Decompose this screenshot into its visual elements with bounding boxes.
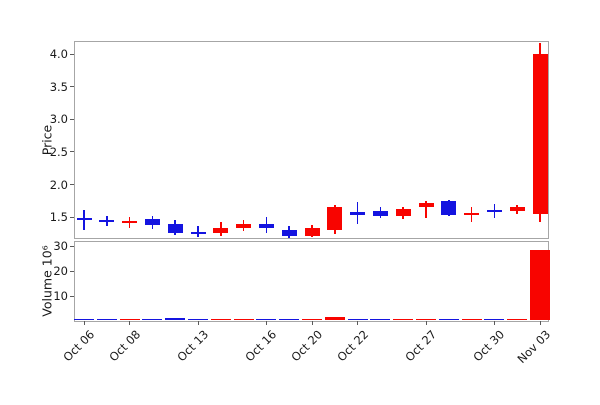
x-tick-label: Oct 16 xyxy=(242,327,280,365)
volume-bar xyxy=(119,319,140,320)
candle-wick xyxy=(425,201,427,219)
candle-body xyxy=(532,54,548,214)
candle-body xyxy=(304,227,320,237)
x-tick-mark xyxy=(83,321,85,325)
x-tick-mark xyxy=(357,321,359,325)
volume-bar xyxy=(256,319,277,320)
candle-body xyxy=(258,223,274,229)
x-tick-label: Oct 13 xyxy=(174,327,212,365)
candle-wick xyxy=(197,226,199,238)
candle-body xyxy=(418,203,434,207)
volume-bar xyxy=(279,319,300,320)
candle-body xyxy=(441,201,457,215)
volume-bar xyxy=(393,319,414,320)
candle-body xyxy=(76,217,92,221)
x-tick-mark xyxy=(129,321,131,325)
volume-tick-label: 20 xyxy=(53,264,68,278)
price-tick-mark xyxy=(70,86,74,88)
volume-bar xyxy=(96,319,117,320)
volume-bar xyxy=(484,319,505,320)
volume-tick-mark xyxy=(70,270,74,272)
price-tick-label: 3.0 xyxy=(49,112,68,127)
x-tick-mark xyxy=(311,321,313,325)
candle-body xyxy=(236,223,252,229)
volume-bar xyxy=(233,319,254,320)
price-tick-label: 2.5 xyxy=(49,144,68,159)
x-tick-mark xyxy=(539,321,541,325)
candle-body xyxy=(395,208,411,217)
price-tick-mark xyxy=(70,151,74,153)
candle-body xyxy=(213,228,229,233)
x-tick-label: Oct 22 xyxy=(333,327,371,365)
price-tick-mark xyxy=(70,53,74,55)
x-tick-label: Oct 30 xyxy=(470,327,508,365)
x-tick-label: Nov 03 xyxy=(514,327,554,366)
volume-tick-label: 30 xyxy=(53,239,68,253)
volume-bar xyxy=(188,319,208,320)
x-tick-mark xyxy=(425,321,427,325)
volume-tick-mark xyxy=(70,295,74,297)
volume-bar xyxy=(530,249,550,320)
price-panel xyxy=(74,41,549,239)
x-tick-label: Oct 20 xyxy=(288,327,326,365)
volume-tick-mark xyxy=(70,245,74,247)
candle-body xyxy=(327,206,343,231)
candle-body xyxy=(122,221,138,223)
x-tick-mark xyxy=(197,321,199,325)
price-tick-label: 1.5 xyxy=(49,210,68,225)
volume-bar xyxy=(507,319,528,320)
volume-bar xyxy=(210,319,231,320)
price-tick-label: 3.5 xyxy=(49,79,68,94)
x-tick-mark xyxy=(493,321,495,325)
candle-body xyxy=(350,211,366,216)
x-tick-label: Oct 08 xyxy=(105,327,143,365)
candle-body xyxy=(509,206,525,212)
volume-bar xyxy=(74,318,94,320)
price-tick-label: 2.0 xyxy=(49,177,68,192)
x-tick-label: Oct 27 xyxy=(402,327,440,365)
volume-panel xyxy=(74,241,549,322)
volume-bar xyxy=(438,319,459,320)
candle-body xyxy=(144,219,160,225)
volume-bar xyxy=(347,319,368,320)
price-tick-mark xyxy=(70,118,74,120)
candle-body xyxy=(486,209,502,212)
price-tick-mark xyxy=(70,216,74,218)
x-tick-mark xyxy=(265,321,267,325)
candle-body xyxy=(464,213,480,216)
volume-axis-label: Volume 10⁶ xyxy=(39,245,55,317)
volume-bar xyxy=(370,319,391,320)
candle-body xyxy=(372,210,388,216)
volume-bar xyxy=(461,319,482,320)
volume-bar xyxy=(324,317,345,320)
volume-bar xyxy=(165,318,186,320)
volume-bar xyxy=(142,319,163,320)
volume-tick-label: 10 xyxy=(53,289,68,303)
candle-body xyxy=(281,230,297,237)
candle-body xyxy=(99,219,115,222)
x-tick-label: Oct 06 xyxy=(60,327,98,365)
candle-body xyxy=(190,232,206,234)
candle-body xyxy=(167,224,183,233)
price-tick-mark xyxy=(70,184,74,185)
volume-bar xyxy=(416,319,436,320)
price-tick-label: 4.0 xyxy=(49,47,68,62)
volume-bar xyxy=(302,319,322,320)
